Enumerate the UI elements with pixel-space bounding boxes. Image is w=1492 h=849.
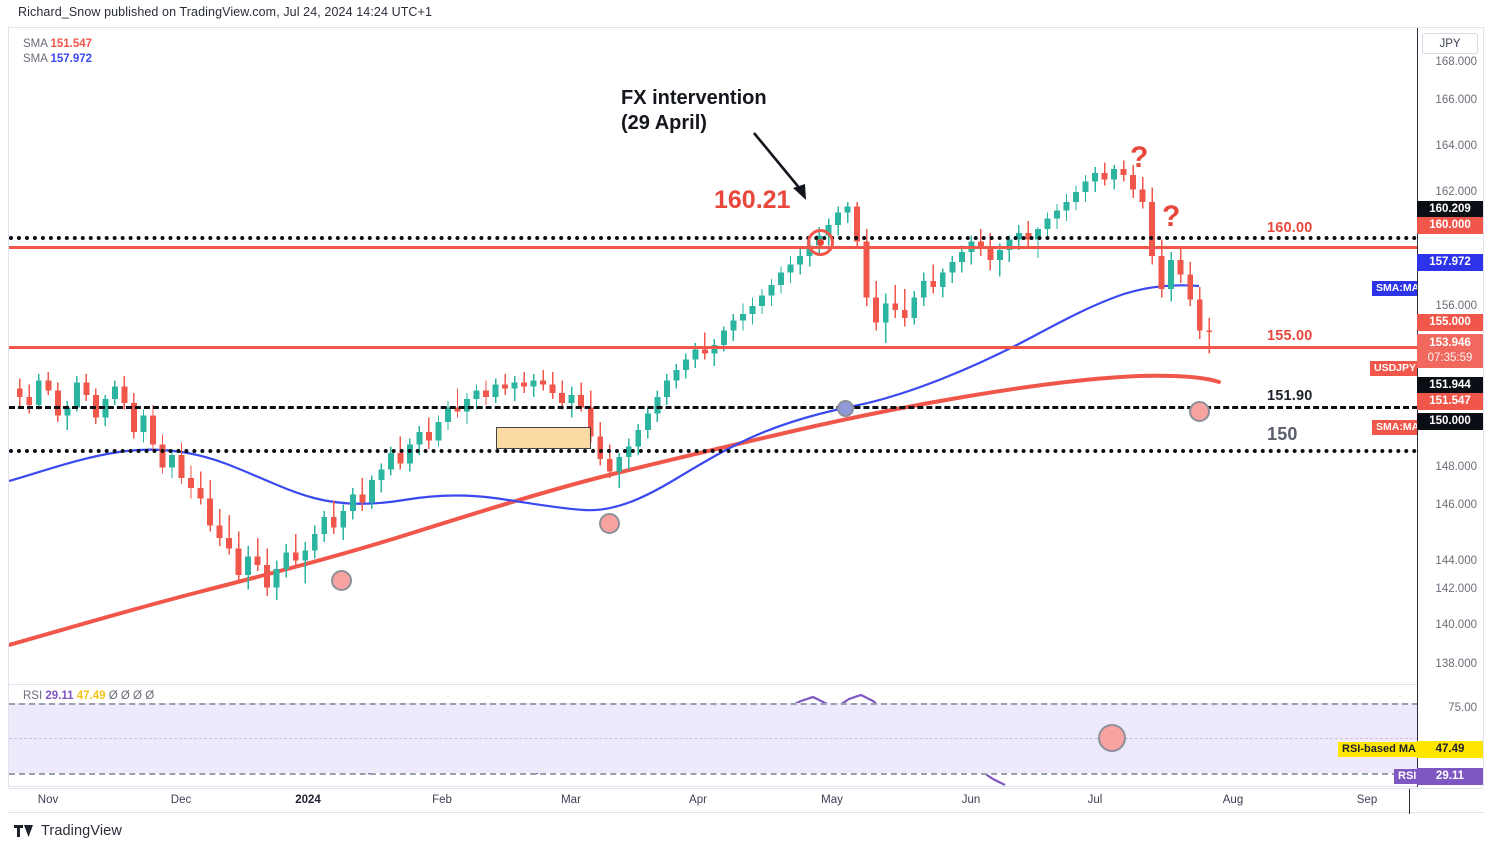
sma-touch-marker-3 <box>1189 401 1210 422</box>
fx-annotation-line1: FX intervention <box>621 87 767 109</box>
candlestick-series <box>16 160 1213 601</box>
rsi-side-tag: RSI <box>1394 769 1421 784</box>
axis-tick-140: 140.000 <box>1435 619 1477 631</box>
intervention-price-label: 160.21 <box>714 186 791 214</box>
level-15190-tag: 151.944 <box>1417 377 1483 394</box>
rsi-axis-tick-75: 75.00 <box>1448 702 1477 714</box>
rsi-legend-value: 29.11 <box>45 690 74 702</box>
axis-tick-138: 138.000 <box>1435 658 1477 670</box>
currency-button[interactable]: JPY <box>1422 33 1478 54</box>
last-high-tag: 160.209 <box>1417 201 1483 218</box>
annotation-arrow-icon <box>752 132 806 200</box>
level-160-tag: 160.000 <box>1417 217 1483 234</box>
time-axis-separator <box>1409 789 1410 814</box>
time-axis[interactable]: Nov Dec 2024 Feb Mar Apr May Jun Jul Aug Sep <box>8 788 1484 814</box>
sma-slow-tag: 151.547 <box>1417 393 1483 410</box>
symbol-side-tag: USDJPY <box>1370 361 1418 376</box>
time-axis-label-sep: Sep <box>1356 794 1378 806</box>
level-15190-label: 151.90 <box>1267 388 1313 404</box>
level-150-tag: 150.000 <box>1417 413 1483 430</box>
axis-tick-156: 156.000 <box>1435 300 1477 312</box>
time-axis-label-nov: Nov <box>37 794 59 806</box>
rsi-legend-empty-2: Ø <box>120 690 130 702</box>
axis-tick-142: 142.000 <box>1435 583 1477 595</box>
rsi-legend-empty-3: Ø <box>133 690 142 702</box>
chart-frame: FX intervention (29 April) 160.21 ? ? SM… <box>8 27 1484 787</box>
level-160-label: 160.00 <box>1267 220 1313 236</box>
last-price-value: 153.946 <box>1429 337 1471 349</box>
sma-ma-slow-side-tag: SMA:MA <box>1372 420 1418 435</box>
level-160-dotted-line <box>9 236 1418 240</box>
rsi-level-50-line <box>9 738 1418 739</box>
publisher-byline: Richard_Snow published on TradingView.co… <box>18 5 433 19</box>
tradingview-logo-icon <box>14 824 33 837</box>
axis-tick-146: 146.000 <box>1435 499 1477 511</box>
level-155-tag: 155.000 <box>1417 314 1483 331</box>
legend-row-sma-fast: SMA 157.972 <box>23 52 92 67</box>
level-155-line <box>9 346 1418 349</box>
tradingview-brand-label: TradingView <box>41 823 122 839</box>
rsi-legend-empty-1: Ø <box>108 690 118 702</box>
last-price-tag: 153.946 07:35:59 <box>1417 334 1483 368</box>
time-axis-label-apr: Apr <box>689 794 707 806</box>
price-legend: SMA 151.547 SMA 157.972 <box>23 37 92 67</box>
time-axis-label-dec: Dec <box>170 794 192 806</box>
rsi-legend-empty-4: Ø <box>145 690 155 702</box>
rsi-pane[interactable]: RSI 29.11 47.49 Ø Ø Ø Ø <box>9 684 1418 787</box>
question-mark-2: ? <box>1162 200 1181 233</box>
consolidation-box <box>496 427 591 449</box>
legend-sma-slow-name: SMA <box>23 38 48 50</box>
rsi-legend-ma-value: 47.49 <box>76 690 106 702</box>
axis-tick-148: 148.000 <box>1435 461 1477 473</box>
intervention-ring-marker <box>807 229 834 256</box>
level-150-label: 150 <box>1267 424 1298 444</box>
axis-tick-166: 166.000 <box>1435 94 1477 106</box>
legend-sma-fast-value: 157.972 <box>50 53 93 65</box>
price-axis[interactable]: JPY 168.000 166.000 164.000 162.000 156.… <box>1417 28 1483 787</box>
rsi-legend-name: RSI <box>23 690 43 702</box>
level-15190-line <box>9 406 1418 409</box>
level-155-label: 155.00 <box>1267 328 1313 344</box>
time-axis-label-jun: Jun <box>961 794 981 806</box>
sma-ma-fast-side-tag: SMA:MA <box>1372 281 1418 296</box>
axis-tick-144: 144.000 <box>1435 555 1477 567</box>
axis-tick-168: 168.000 <box>1435 56 1477 68</box>
axis-tick-164: 164.000 <box>1435 140 1477 152</box>
legend-row-sma-slow: SMA 151.547 <box>23 37 92 52</box>
rsi-value-tag: 29.11 <box>1417 768 1483 785</box>
last-price-time: 07:35:59 <box>1427 352 1473 364</box>
price-pane[interactable]: FX intervention (29 April) 160.21 ? ? SM… <box>9 28 1418 683</box>
axis-tick-162: 162.000 <box>1435 186 1477 198</box>
legend-sma-slow-value: 151.547 <box>50 38 93 50</box>
tradingview-footer: TradingView <box>14 823 122 839</box>
sma-fast-tag: 157.972 <box>1417 254 1483 271</box>
time-axis-label-may: May <box>821 794 843 806</box>
time-axis-label-aug: Aug <box>1222 794 1244 806</box>
time-axis-label-mar: Mar <box>561 794 581 806</box>
level-150-line <box>9 449 1418 453</box>
sma-touch-marker-2 <box>599 513 620 534</box>
intervention-center-dot <box>817 239 824 246</box>
rsi-level-75-line <box>9 703 1418 705</box>
time-axis-label-feb: Feb <box>432 794 452 806</box>
rsi-level-25-line <box>9 773 1418 775</box>
level-160-line <box>9 246 1418 249</box>
time-axis-label-jul: Jul <box>1087 794 1103 806</box>
fx-intervention-annotation: FX intervention (29 April) <box>621 86 767 136</box>
rsi-based-ma-side-tag: RSI-based MA <box>1338 742 1420 757</box>
rsi-overbought-circle <box>1098 724 1126 752</box>
sma-touch-marker-1 <box>331 570 352 591</box>
legend-sma-fast-name: SMA <box>23 53 48 65</box>
question-mark-1: ? <box>1130 141 1149 174</box>
sma-cross-marker-blue <box>837 400 854 417</box>
rsi-ma-value-tag: 47.49 <box>1417 741 1483 758</box>
time-axis-label-2024: 2024 <box>295 794 321 806</box>
rsi-legend: RSI 29.11 47.49 Ø Ø Ø Ø <box>23 689 154 704</box>
fx-annotation-line2: (29 April) <box>621 112 707 134</box>
